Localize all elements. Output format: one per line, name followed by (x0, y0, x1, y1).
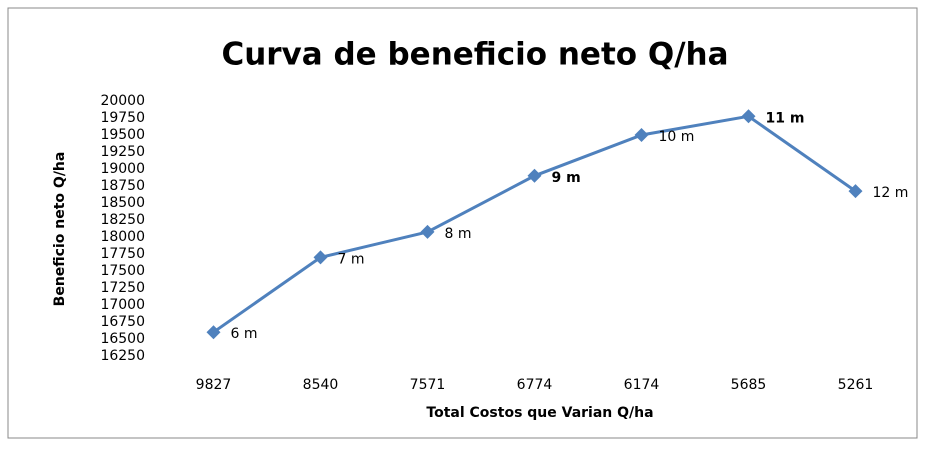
marker (206, 325, 221, 340)
x-tick-label: 8540 (303, 377, 339, 393)
marker (634, 128, 649, 142)
y-tick-label: 18750 (100, 178, 145, 194)
y-tick-label: 17250 (100, 280, 145, 296)
x-axis-label: Total Costos que Varian Q/ha (426, 405, 653, 421)
y-tick-label: 18000 (100, 229, 145, 245)
y-tick-label: 16250 (100, 348, 145, 364)
y-tick-label: 16500 (100, 331, 145, 347)
point-label: 12 m (873, 185, 909, 201)
x-tick-label: 6774 (517, 377, 553, 393)
point-label: 7 m (338, 251, 365, 267)
marker (313, 250, 328, 265)
x-tick-label: 9827 (196, 377, 232, 393)
x-tick-label: 6174 (624, 377, 660, 393)
y-tick-label: 19750 (100, 110, 145, 126)
x-tick-label: 5261 (838, 377, 874, 393)
y-tick-label: 17750 (100, 246, 145, 262)
marker (420, 224, 435, 239)
y-tick-label: 19500 (100, 127, 145, 143)
point-label: 8 m (445, 226, 472, 242)
marker (527, 168, 542, 183)
marker (848, 184, 863, 199)
x-tick-label: 5685 (731, 377, 767, 393)
y-tick-label: 19250 (100, 144, 145, 160)
y-tick-label: 17500 (100, 263, 145, 279)
y-axis-label: Beneficio neto Q/ha (52, 152, 68, 307)
chart-title: Curva de beneficio neto Q/ha (221, 37, 728, 73)
y-tick-label: 17000 (100, 297, 145, 313)
point-label: 11 m (766, 110, 805, 126)
y-tick-label: 19000 (100, 161, 145, 177)
y-tick-label: 18500 (100, 195, 145, 211)
y-tick-label: 16750 (100, 314, 145, 330)
chart-border (7, 7, 918, 439)
point-label: 6 m (231, 326, 258, 342)
y-tick-label: 20000 (100, 93, 145, 109)
x-tick-label: 7571 (410, 377, 446, 393)
marker (741, 109, 756, 124)
point-label: 9 m (552, 170, 581, 186)
y-tick-label: 18250 (100, 212, 145, 228)
point-label: 10 m (659, 129, 695, 145)
